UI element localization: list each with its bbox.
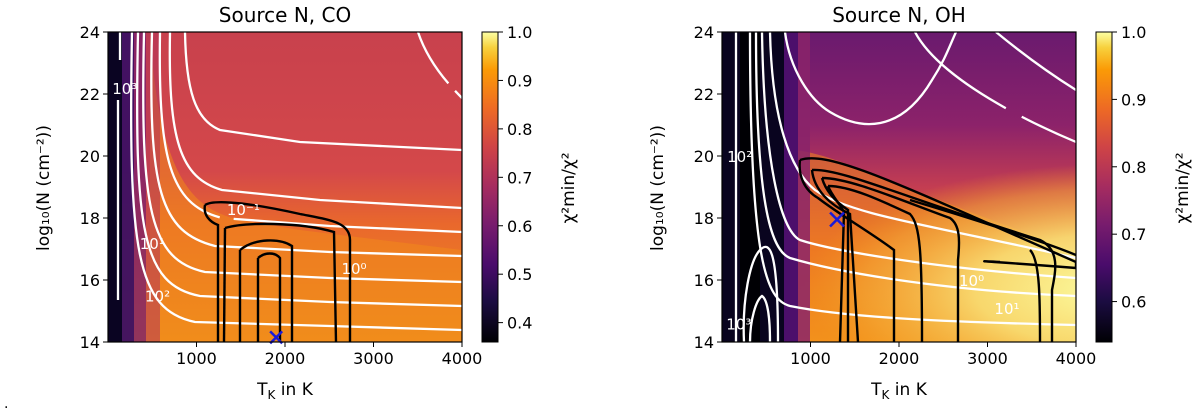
oh-colorbar-tick-label: 0.9 <box>1121 90 1146 109</box>
co-contour-label: 10⁰ <box>341 260 366 278</box>
co-contour-label: 10² <box>145 288 170 306</box>
oh-x-tick-label: 4000 <box>1056 349 1097 368</box>
oh-x-tick-label: 3000 <box>967 349 1008 368</box>
co-colorbar-tick-label: 0.5 <box>507 265 532 284</box>
co-heatmap <box>108 32 462 342</box>
oh-colorbar-scale <box>1095 31 1113 343</box>
co-colorbar-label: χ²min/χ² <box>559 152 579 223</box>
co-x-tick-label: 4000 <box>442 349 483 368</box>
oh-colorbar: 0.6 0.7 0.8 0.9 1.0 χ²min/χ² <box>1095 23 1193 343</box>
oh-panel: Source N, OH <box>648 3 1193 402</box>
oh-heatmap <box>722 32 1076 342</box>
oh-x-tick-label: 2000 <box>879 349 920 368</box>
oh-contour-labels: 10⁰ 10¹ 10² 10³ <box>726 148 1019 333</box>
co-best-fit-region <box>108 32 462 342</box>
co-y-tick-label: 20 <box>80 147 100 166</box>
oh-y-tick-label: 18 <box>694 209 714 228</box>
co-colorbar-tick-label: 0.7 <box>507 168 532 187</box>
oh-y-tick-label: 22 <box>694 85 714 104</box>
oh-chart-title: Source N, OH <box>832 3 966 27</box>
co-chart-title: Source N, CO <box>219 3 351 27</box>
co-x-tick-label: 2000 <box>265 349 306 368</box>
oh-colorbar-tick-label: 0.8 <box>1121 158 1146 177</box>
co-y-tick-label: 16 <box>80 271 100 290</box>
co-x-tick-label: 3000 <box>353 349 394 368</box>
oh-colorbar-tick-label: 0.7 <box>1121 225 1146 244</box>
co-colorbar-scale <box>481 31 499 343</box>
co-y-tick-label: 18 <box>80 209 100 228</box>
co-x-tick-label: 1000 <box>176 349 217 368</box>
oh-contour-label: 10¹ <box>994 300 1019 318</box>
oh-axes: 1000 2000 3000 4000 14 16 18 20 22 24 <box>694 23 1097 368</box>
oh-contour-label: 10³ <box>726 316 751 334</box>
oh-x-axis-label: TK in K <box>870 380 928 402</box>
oh-colorbar-tick-label: 0.6 <box>1121 293 1146 312</box>
co-y-tick-label: 24 <box>80 23 100 42</box>
co-contour-label: 10⁻¹ <box>227 201 260 219</box>
oh-best-fit-marker <box>829 211 845 228</box>
oh-colorbar-tick-label: 1.0 <box>1121 23 1146 42</box>
co-panel: Source N, CO <box>34 3 579 402</box>
co-y-tick-label: 14 <box>80 333 100 352</box>
co-y-tick-label: 22 <box>80 85 100 104</box>
oh-y-tick-label: 20 <box>694 147 714 166</box>
co-colorbar: 0.4 0.5 0.6 0.7 0.8 0.9 1.0 χ²min/χ² <box>481 23 579 343</box>
oh-y-axis-label: log₁₀(N (cm⁻²)) <box>648 125 668 251</box>
oh-x-tick-label: 1000 <box>790 349 831 368</box>
co-colorbar-tick-label: 0.4 <box>507 314 532 333</box>
co-x-axis-label: TK in K <box>256 380 314 402</box>
stray-period: . <box>4 396 8 412</box>
co-colorbar-tick-label: 1.0 <box>507 23 532 42</box>
oh-contour-label: 10⁰ <box>959 272 984 290</box>
co-colorbar-tick-label: 0.6 <box>507 217 532 236</box>
co-contour-label: 10³ <box>112 80 137 98</box>
co-colorbar-tick-label: 0.8 <box>507 120 532 139</box>
oh-y-tick-label: 14 <box>694 333 714 352</box>
co-best-fit-marker <box>269 330 284 345</box>
oh-contour-label: 10² <box>727 148 752 166</box>
co-confidence-contours <box>203 200 352 342</box>
co-chi2-contours <box>116 32 462 332</box>
co-contour-label: 10¹ <box>140 235 165 253</box>
oh-colorbar-label: χ²min/χ² <box>1173 152 1193 223</box>
co-y-axis-label: log₁₀(N (cm⁻²)) <box>34 125 54 251</box>
co-contour-labels: 10⁻¹ 10⁰ 10¹ 10² 10³ <box>112 80 366 306</box>
co-colorbar-tick-label: 0.9 <box>507 71 532 90</box>
co-axes: 1000 2000 3000 4000 14 16 18 20 22 24 <box>80 23 483 368</box>
oh-confidence-contours <box>798 157 1076 342</box>
oh-y-tick-label: 24 <box>694 23 714 42</box>
oh-y-tick-label: 16 <box>694 271 714 290</box>
